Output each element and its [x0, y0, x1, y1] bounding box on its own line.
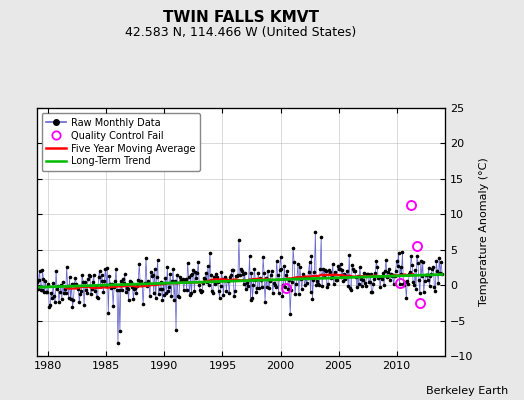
Legend: Raw Monthly Data, Quality Control Fail, Five Year Moving Average, Long-Term Tren: Raw Monthly Data, Quality Control Fail, …: [41, 113, 200, 171]
Text: TWIN FALLS KMVT: TWIN FALLS KMVT: [163, 10, 319, 25]
Text: 42.583 N, 114.466 W (United States): 42.583 N, 114.466 W (United States): [125, 26, 357, 39]
Y-axis label: Temperature Anomaly (°C): Temperature Anomaly (°C): [479, 158, 489, 306]
Text: Berkeley Earth: Berkeley Earth: [426, 386, 508, 396]
